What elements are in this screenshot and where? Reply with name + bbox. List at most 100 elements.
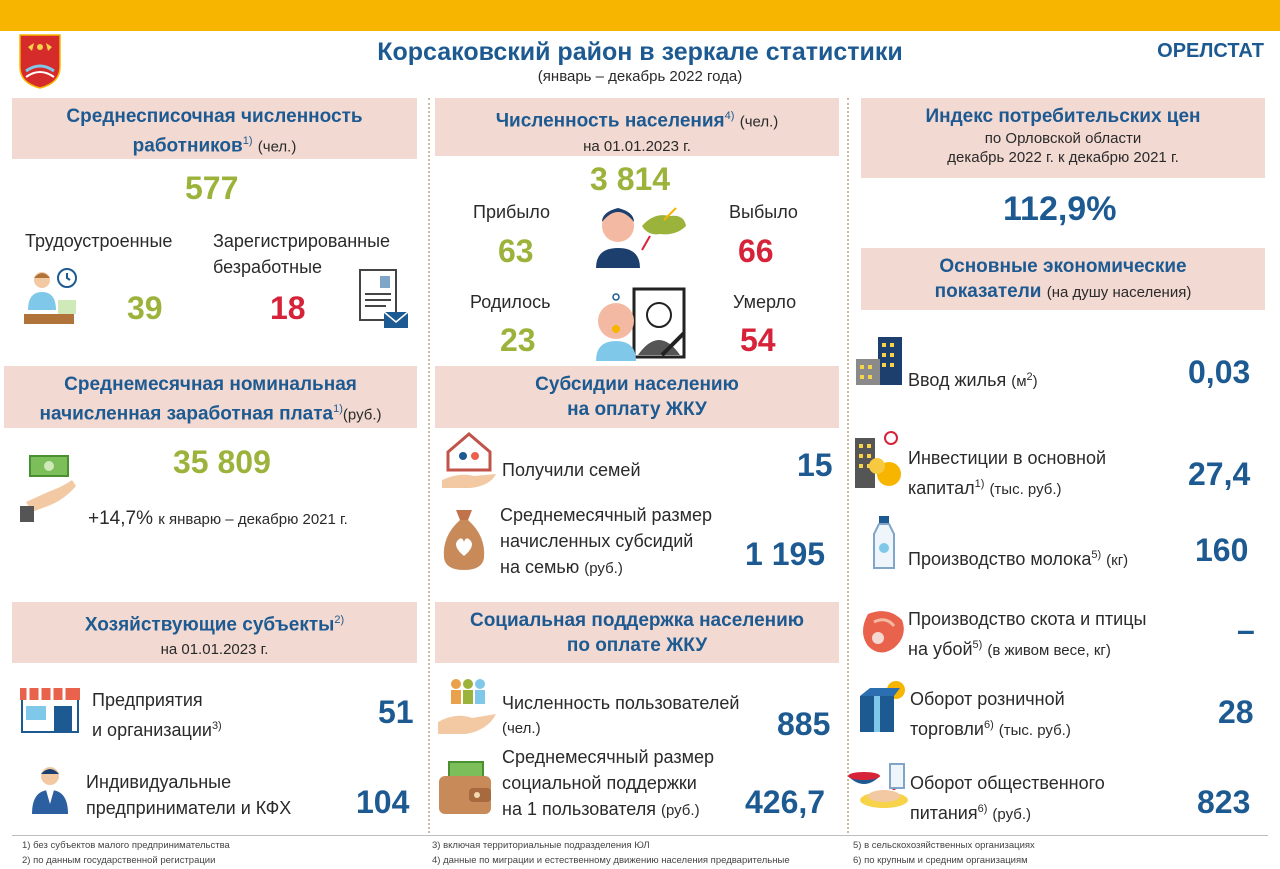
footer-divider [12,835,1268,836]
avg-support-label: Среднемесячный размер социальной поддерж… [502,744,714,824]
footnote-ref: 6) [977,803,988,815]
shopping-box-icon [860,681,905,732]
entrepreneur-icon [32,767,68,814]
economy-title2: показатели [934,281,1042,302]
livestock-label: Производство скота и птицы на убой5) (в … [908,606,1146,664]
cpi-value: 112,9% [1003,190,1117,228]
retail-label-line2: торговли [910,719,984,739]
retail-label-line1: Оборот розничной [910,689,1065,709]
employed-label: Трудоустроенные [25,231,173,251]
left-label: Выбыло [729,202,798,222]
livestock-label-line2: на убой [908,639,973,659]
wallet-icon [439,761,491,814]
buildings-icon [856,337,902,385]
money-bag-icon [443,510,485,570]
employees-header: Среднесписочная численность работников1)… [12,98,417,159]
meat-icon [863,611,904,653]
population-date: на 01.01.2023 г. [583,138,691,156]
footnote-ref: 5) [1091,549,1102,561]
avg-subsidy-label-line2: начисленных субсидий [500,531,694,551]
footnote-ref: 5) [972,639,983,651]
housing-unit: (м [1011,373,1027,390]
salary-header: Среднемесячная номинальная начисленная з… [4,366,417,428]
avg-subsidy-unit: (руб.) [584,560,623,577]
salary-change-row: +14,7% к январю – декабрю 2021 г. [88,508,348,530]
footnotes-col1: 1) без субъектов малого предпринимательс… [22,838,230,868]
unemployed-label-line2: безработные [213,257,323,277]
avg-support-label-line2: социальной поддержки [502,773,697,793]
investment-value: 27,4 [1188,456,1251,492]
salary-title1: Среднемесячная номинальная [64,374,357,395]
livestock-unit: (в живом весе, кг) [987,642,1111,659]
footnotes-col2: 3) включая территориальные подразделения… [432,838,790,868]
employed-value: 39 [127,290,163,326]
employees-total: 577 [185,170,239,206]
storefront-icon [20,688,80,733]
population-header: Численность населения4) (чел.) на 01.01.… [435,98,839,156]
footnote-1: 1) без субъектов малого предпринимательс… [22,840,230,851]
families-label: Получили семей [502,460,641,480]
employees-title2: работников [132,135,243,157]
avg-subsidy-label: Среднемесячный размер начисленных субсид… [500,502,712,582]
users-label-line1: Численность пользователей [502,693,740,713]
investment-unit: (тыс. руб.) [989,481,1062,498]
arrived-value: 63 [498,233,534,269]
entities-header: Хозяйствующие субъекты2) на 01.01.2023 г… [12,602,417,663]
footnote-ref: 1) [333,403,343,415]
cpi-line3: декабрь 2022 г. к декабрю 2021 г. [947,149,1179,166]
migration-person-icon [596,207,686,268]
retail-unit: (тыс. руб.) [998,722,1071,739]
population-total: 3 814 [590,161,671,197]
employees-title: Среднесписочная численность [66,106,363,127]
died-value: 54 [740,322,776,358]
column-divider [847,98,849,833]
economy-title-note: (на душу населения) [1046,284,1192,301]
salary-title2: начисленная заработная плата [39,403,334,425]
employees-unit: (чел.) [257,138,297,156]
ip-value: 104 [356,784,410,820]
footnote-ref: 6) [983,719,994,731]
org-label-line2: и организации [92,720,212,740]
unemployed-label-line1: Зарегистрированные [213,231,391,251]
economy-header: Основные экономические показатели (на ду… [861,248,1265,310]
users-hand-icon [438,679,496,734]
footnote-2: 2) по данным государственной регистрации [22,855,216,866]
org-value: 51 [378,694,414,730]
page-subtitle: (январь – декабрь 2022 года) [537,68,743,85]
retail-value: 28 [1218,694,1254,730]
milk-value: 160 [1195,532,1249,568]
subsidies-title1: Субсидии населению [535,374,739,395]
investment-icon [855,431,901,488]
catering-label: Оборот общественного питания6) (руб.) [910,770,1105,828]
born-value: 23 [500,322,536,358]
arrived-label: Прибыло [473,202,550,222]
subsidies-title2: на оплату ЖКУ [567,399,707,420]
footnote-ref: 3) [211,720,222,732]
resume-document-icon [359,269,409,328]
salary-unit: (руб.) [342,406,382,424]
salary-change-note: к январю – декабрю 2021 г. [158,511,348,528]
users-unit: (чел.) [502,720,541,737]
catering-unit: (руб.) [992,806,1031,823]
footnote-3: 3) включая территориальные подразделения… [432,840,650,851]
milk-bottle-icon [873,516,895,569]
birth-death-icon [596,287,686,361]
unemployed-value: 18 [270,290,306,326]
catering-value: 823 [1197,784,1251,820]
users-value: 885 [777,706,831,742]
unemployed-label: Зарегистрированные безработные [213,228,390,280]
footnotes-col3: 5) в сельскохозяйственных организациях 6… [853,838,1035,868]
cpi-header: Индекс потребительских цен по Орловской … [861,98,1265,178]
population-unit: (чел.) [739,113,779,131]
catering-label-line2: питания [910,803,978,823]
money-hand-icon [20,455,76,522]
coat-of-arms-icon [19,34,61,89]
avg-support-unit: (руб.) [660,802,700,819]
investment-label-line1: Инвестиции в основной [908,448,1107,468]
ip-label-line1: Индивидуальные [86,772,232,792]
livestock-value: – [1237,612,1255,648]
salary-value: 35 809 [173,444,271,480]
livestock-label-line1: Производство скота и птицы [908,609,1147,629]
ip-label-line2: предприниматели и КФХ [86,798,292,818]
org-label-line1: Предприятия [92,690,203,710]
